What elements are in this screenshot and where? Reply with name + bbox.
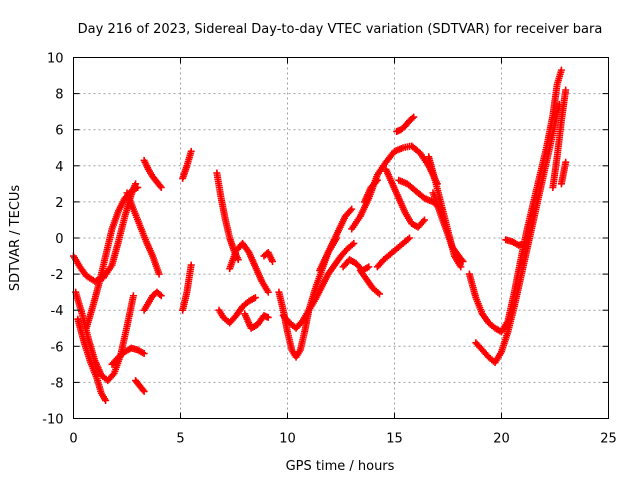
y-tick-label: 4 [55, 160, 63, 175]
series-arc-25 [382, 165, 428, 231]
series-arc-5 [108, 344, 148, 368]
x-tick-label: 15 [386, 432, 403, 447]
x-tick-label: 10 [279, 432, 296, 447]
series-arc-29 [425, 153, 465, 271]
data-point-marker [139, 386, 147, 394]
series-arc-23 [356, 266, 384, 298]
y-tick-label: -10 [42, 413, 63, 428]
x-tick-label: 20 [493, 432, 510, 447]
data-point-marker [157, 292, 165, 300]
x-tick-label: 25 [600, 432, 617, 447]
data-point-marker [187, 261, 195, 269]
data-point-marker [140, 387, 148, 395]
data-point-marker [156, 182, 164, 190]
data-point-marker [420, 216, 428, 224]
x-tick-label: 5 [176, 432, 184, 447]
data-point-marker [350, 239, 358, 247]
series-arc-16 [260, 248, 277, 265]
data-point-marker [129, 292, 137, 300]
data-point-marker [234, 256, 242, 264]
data-point-marker [457, 263, 465, 271]
y-tick-label: -2 [51, 268, 64, 283]
series-arc-11 [179, 261, 195, 314]
data-point-marker [269, 257, 277, 265]
series-arc-14 [226, 239, 272, 296]
x-tick-label: 0 [69, 432, 77, 447]
series-arc-15 [241, 310, 272, 332]
data-point-marker [134, 183, 142, 191]
series-arc-12 [215, 294, 259, 327]
chart-title: Day 216 of 2023, Sidereal Day-to-day VTE… [78, 22, 603, 37]
data-point-marker [156, 291, 164, 299]
series-arc-34 [557, 158, 570, 188]
series-arc-6 [132, 377, 148, 395]
series-arc-13 [213, 169, 242, 264]
series-arc-17 [275, 234, 341, 361]
axis-layer: 0 5 10 15 20 25 -10 -8 -6 -4 -2 0 2 4 6 8 10 [42, 52, 617, 447]
y-axis-label: SDTVAR / TECUs [8, 185, 23, 292]
x-axis-label: GPS time / hours [286, 459, 395, 474]
y-tick-label: 6 [55, 124, 63, 139]
data-point-marker [373, 176, 381, 184]
series-arc-3 [74, 315, 110, 404]
data-point-marker [346, 207, 354, 215]
data-point-marker [348, 205, 356, 213]
data-point-marker [264, 288, 272, 296]
data-point-marker [562, 86, 570, 94]
data-point-marker [251, 294, 259, 302]
data-point-marker [372, 178, 380, 186]
y-tick-label: 2 [55, 196, 63, 211]
data-point-marker [365, 263, 373, 271]
series-arc-18 [279, 239, 358, 332]
data-point-marker [102, 396, 110, 404]
series-arc-22 [361, 176, 381, 206]
data-point-marker [557, 66, 565, 74]
series-arc-24 [373, 234, 413, 271]
data-point-marker [155, 270, 163, 278]
y-tick-label: 0 [55, 232, 63, 247]
data-point-marker [264, 313, 272, 321]
y-tick-label: -8 [51, 376, 64, 391]
series-arc-7 [123, 189, 163, 278]
data-point-marker [521, 239, 529, 247]
series-arc-19 [316, 205, 356, 274]
series-arc-20 [339, 256, 373, 274]
data-point-marker [408, 114, 416, 122]
data-point-marker [419, 217, 427, 225]
y-tick-label: 8 [55, 88, 63, 103]
y-tick-label: 10 [47, 52, 64, 67]
y-tick-label: -4 [51, 304, 64, 319]
data-point-marker [187, 147, 195, 155]
data-layer [70, 66, 570, 404]
series-arc-26 [393, 113, 418, 136]
series-arc-31 [472, 100, 563, 367]
data-point-marker [376, 290, 384, 298]
data-point-marker [140, 350, 148, 358]
data-point-marker [405, 234, 413, 242]
data-point-marker [562, 158, 570, 166]
series-arc-10 [179, 147, 195, 182]
data-point-marker [157, 183, 165, 191]
y-tick-label: -6 [51, 340, 64, 355]
series-arc-32 [502, 236, 529, 249]
series-arc-9 [140, 288, 165, 314]
data-point-marker [410, 113, 418, 121]
series-arc-8 [140, 156, 165, 191]
series-arc-33 [549, 86, 570, 191]
